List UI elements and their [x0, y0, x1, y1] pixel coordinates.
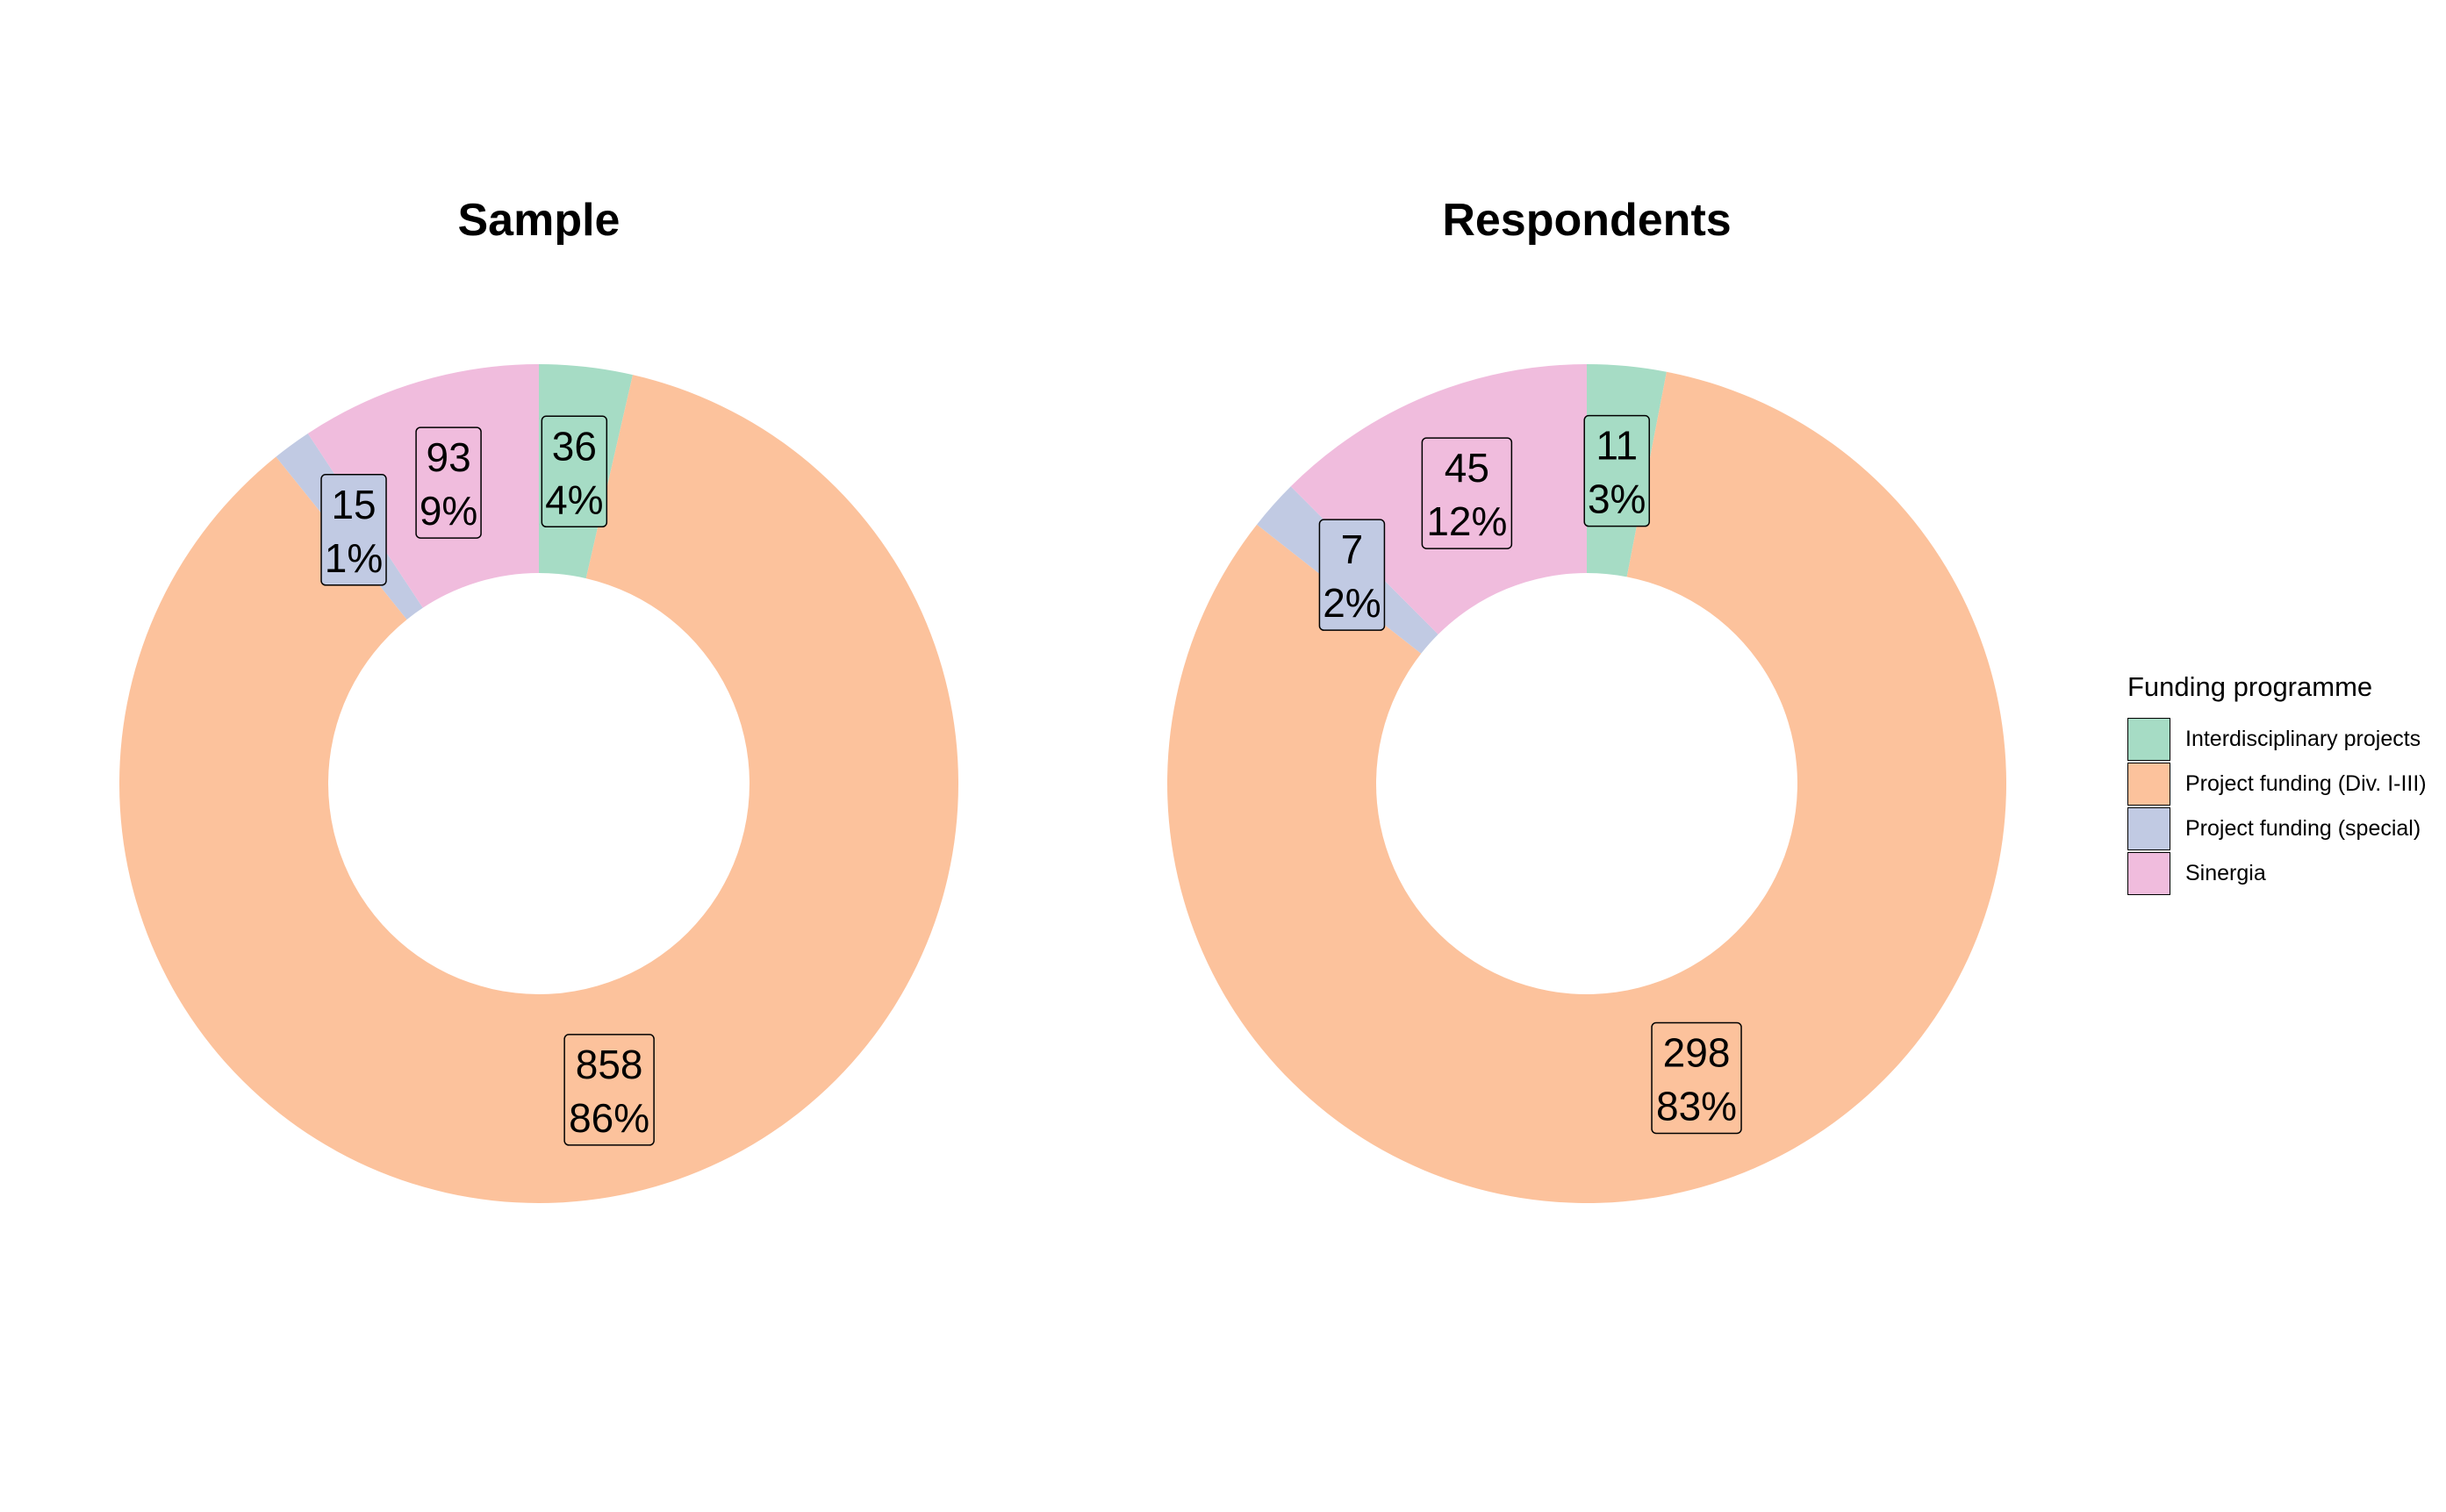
legend-item-sinergia: Sinergia — [2127, 851, 2435, 896]
legend-label-special: Project funding (special) — [2185, 816, 2421, 841]
slice-count-label: 298 — [1663, 1029, 1731, 1075]
slice-percent-label: 4% — [545, 477, 603, 522]
slice-percent-label: 1% — [325, 535, 383, 581]
legend-key-interdisciplinary — [2127, 718, 2170, 761]
legend: Funding programme Interdisciplinary proj… — [2127, 671, 2435, 896]
slice-count-label: 36 — [552, 423, 597, 469]
slice-percent-label: 2% — [1323, 580, 1381, 626]
legend-label-sinergia: Sinergia — [2185, 861, 2266, 885]
legend-title: Funding programme — [2127, 671, 2373, 702]
legend-item-interdisciplinary: Interdisciplinary projects — [2127, 717, 2435, 762]
slice-count-label: 858 — [576, 1042, 643, 1087]
chart-title: Respondents — [1442, 195, 1731, 246]
slice-div-i-iii — [1166, 371, 2006, 1203]
slice-count-label: 7 — [1341, 527, 1364, 572]
slice-count-label: 93 — [426, 434, 470, 480]
slice-label-special: 72% — [1318, 519, 1386, 631]
slice-count-label: 11 — [1596, 423, 1638, 469]
legend-label-interdisciplinary: Interdisciplinary projects — [2185, 727, 2421, 751]
slice-percent-label: 12% — [1426, 498, 1507, 544]
legend-label-div-i-iii: Project funding (Div. I-III) — [2185, 771, 2427, 796]
legend-item-div-i-iii: Project funding (Div. I-III) — [2127, 762, 2435, 806]
slice-count-label: 45 — [1445, 445, 1489, 491]
slice-label-special: 151% — [320, 474, 387, 586]
slice-percent-label: 9% — [420, 488, 477, 534]
slice-percent-label: 83% — [1656, 1083, 1737, 1129]
slice-label-interdisciplinary: 113% — [1583, 414, 1650, 527]
slice-percent-label: 3% — [1588, 477, 1646, 522]
chart-title: Sample — [458, 195, 620, 246]
legend-key-sinergia — [2127, 852, 2170, 895]
slice-label-interdisciplinary: 364% — [541, 415, 608, 528]
legend-item-special: Project funding (special) — [2127, 806, 2435, 851]
slice-count-label: 15 — [331, 482, 376, 527]
slice-label-sinergia: 939% — [415, 426, 482, 539]
legend-key-special — [2127, 807, 2170, 850]
legend-key-div-i-iii — [2127, 763, 2170, 806]
slice-percent-label: 86% — [569, 1095, 649, 1141]
